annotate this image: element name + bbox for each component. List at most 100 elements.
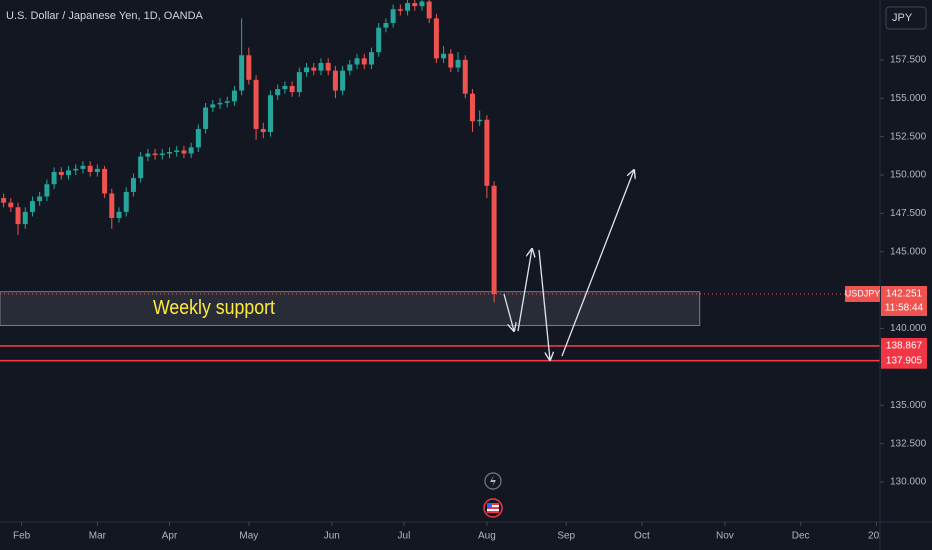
candle-body [29,201,35,212]
candle-body [159,153,165,156]
candle-body [383,23,389,28]
candle-body [239,55,245,91]
arrow [503,293,514,331]
x-tick-label: May [239,531,258,542]
candle-body [195,128,201,148]
zone-label: Weekly support [153,297,275,319]
y-tick-label: 157.500 [890,55,927,66]
candle-body [332,70,338,91]
x-tick-label: Mar [89,531,107,542]
symbol-box [845,285,880,302]
flag-stripe [487,507,499,509]
candle-body [1,198,7,203]
last-price-label: 142.251 [886,289,923,300]
candle-body [376,27,382,53]
candle-body [152,153,158,156]
x-tick-label: 202 [868,531,885,542]
candle-body [397,9,403,11]
candle-body [318,62,324,71]
candle-body [260,128,266,133]
y-tick-label: 152.500 [890,131,927,142]
candle-body [174,150,180,152]
x-tick-label: Apr [162,531,178,542]
candle-body [138,156,144,179]
candle-body [289,85,295,93]
candle-body [426,1,432,19]
candle-body [267,95,273,133]
drawings [503,170,634,360]
candle-body [15,207,21,225]
y-tick-label: 140.000 [890,323,927,334]
candle-body [188,147,194,154]
candle-body [469,93,475,122]
flag-canton [487,503,492,508]
candle-body [433,18,439,59]
arrow [561,170,634,357]
candle-body [167,151,173,154]
countdown-label: 11:58:44 [885,303,924,314]
arrow [517,249,532,332]
arrow [538,249,550,360]
candle-body [94,168,100,172]
y-tick-label: 147.500 [890,208,927,219]
candle-body [325,62,331,71]
candle-body [109,193,115,219]
candle-body [116,211,122,219]
x-tick-label: Nov [716,531,734,542]
candle-body [390,9,396,24]
candle-body [419,1,425,7]
candle-body [181,150,187,154]
candle-body [145,153,151,157]
candle-body [311,67,317,71]
candle-body [253,79,259,129]
candle-body [455,59,461,68]
candle-body [87,165,93,172]
candle-body [462,59,468,94]
candle-body [340,70,346,91]
candle-body [275,89,281,96]
candle-body [44,184,50,197]
x-tick-label: Dec [792,531,810,542]
x-tick-label: Jul [398,531,411,542]
level-price-label: 137.905 [886,355,923,366]
candle-body [210,104,216,108]
x-tick-label: Oct [634,531,650,542]
level-price-box [881,337,927,354]
candle-body [282,85,288,90]
x-tick-label: Jun [324,531,340,542]
candle-body [412,3,418,7]
x-tick-label: Feb [13,531,31,542]
y-tick-label: 150.000 [890,170,927,181]
candle-body [361,58,367,65]
y-tick-label: 145.000 [890,246,927,257]
candle-body [8,202,14,208]
flag-stripe [487,511,499,513]
candle-body [58,171,64,176]
candle-body [441,53,447,59]
candle-body [231,90,237,102]
plot-area: Weekly support [0,0,880,362]
currency-label[interactable]: JPY [892,12,913,24]
level-price-label: 138.867 [886,341,923,352]
candle-body [296,72,302,93]
candle-body [130,178,136,192]
candle-body [368,52,374,65]
candle-body [347,64,353,71]
candle-body [217,102,223,105]
symbol-label: USDJPY [845,288,881,298]
x-tick-label: Sep [557,531,575,542]
x-tick-label: Aug [478,531,496,542]
candle-body [484,119,490,186]
event-icon-glyph [490,475,496,487]
currency-button[interactable] [885,6,927,30]
event-icons[interactable] [483,472,503,518]
y-tick-label: 155.000 [890,93,927,104]
chart-title: U.S. Dollar / Japanese Yen, 1D, OANDA [6,10,204,22]
candle-body [448,53,454,68]
candle-body [80,165,86,169]
flag-stripe [487,503,499,505]
candle-body [246,55,252,80]
candle-body [22,211,28,225]
candle-body [477,119,483,122]
candle-body [203,107,209,129]
